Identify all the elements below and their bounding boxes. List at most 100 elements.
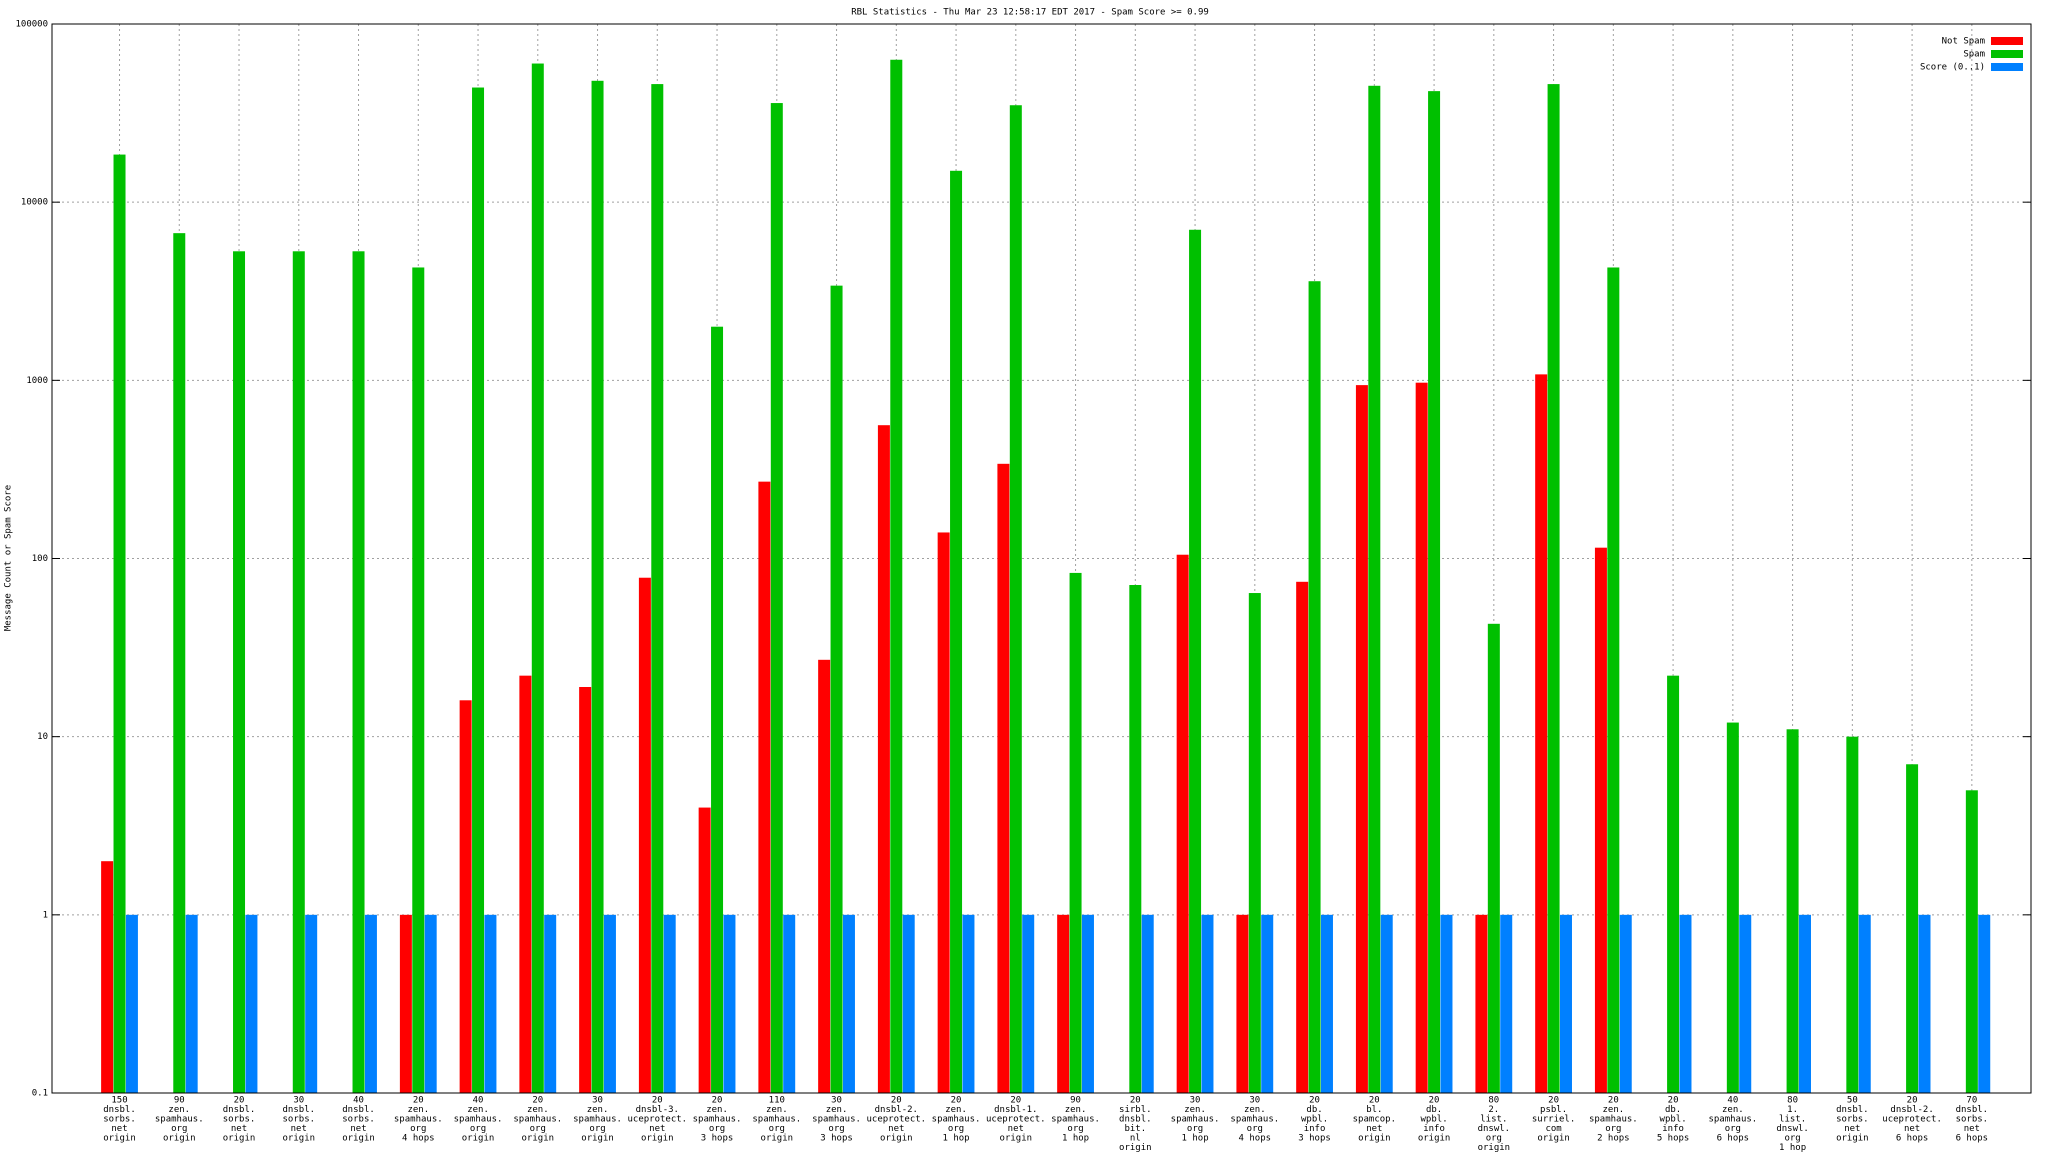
x-tick-label: uceprotect. [986,1115,1046,1125]
y-tick-label: 100 [32,554,48,564]
bar [459,700,472,1093]
y-tick-label: 1000 [26,376,48,386]
bar [698,807,711,1093]
bar [1679,914,1692,1093]
x-tick-label: uceprotect. [866,1115,926,1125]
x-tick-label: net [1008,1124,1024,1134]
x-tick-label: 20 [1010,1096,1021,1106]
x-tick-label: dnsbl-1. [994,1105,1037,1115]
x-tick-label: dnsbl. [1119,1115,1152,1125]
x-tick-label: net [1366,1124,1382,1134]
x-tick-label: spamhaus. [1230,1115,1279,1125]
bar [1619,914,1632,1093]
x-tick-label: 110 [769,1096,785,1106]
x-tick-label: list. [1779,1115,1806,1125]
x-tick-label: wpbl. [1421,1115,1448,1125]
x-tick-label: net [1844,1124,1860,1134]
bar [519,675,532,1093]
x-tick-label: origin [103,1134,136,1144]
x-tick-label: 3 hops [1298,1134,1331,1144]
x-tick-label: origin [342,1134,375,1144]
legend-swatch [1991,63,2023,71]
x-tick-label: 30 [293,1096,304,1106]
x-tick-label: 30 [831,1096,842,1106]
x-tick-label: 20 [891,1096,902,1106]
x-tick-label: 20 [413,1096,424,1106]
bar [783,914,796,1093]
x-tick-label: 30 [592,1096,603,1106]
bar [770,103,783,1093]
x-tick-label: dnsbl. [283,1105,316,1115]
x-tick-label: spamhaus. [513,1115,562,1125]
x-tick-label: zen. [1602,1105,1624,1115]
bar [1607,267,1620,1094]
x-tick-label: origin [1000,1134,1033,1144]
x-tick-label: info [1304,1124,1326,1134]
x-tick-label: org [1725,1124,1741,1134]
bar [233,251,246,1094]
bar [173,233,186,1093]
chart-title: RBL Statistics - Thu Mar 23 12:58:17 EDT… [851,8,1209,18]
x-tick-label: com [1545,1124,1561,1134]
x-tick-label: 6 hops [1956,1134,1989,1144]
bar [1308,281,1321,1094]
x-tick-label: 80 [1787,1096,1798,1106]
bar [579,687,592,1093]
x-tick-label: zen. [706,1105,728,1115]
bar [638,577,651,1093]
x-tick-label: zen. [1184,1105,1206,1115]
x-tick-label: origin [462,1134,495,1144]
x-tick-label: 20 [712,1096,723,1106]
x-tick-label: 20 [1548,1096,1559,1106]
bar [1535,374,1548,1094]
x-tick-label: spamhaus. [1171,1115,1220,1125]
bar [1189,229,1202,1094]
x-tick-label: 90 [174,1096,185,1106]
x-tick-label: wpbl. [1660,1115,1687,1125]
x-tick-label: origin [1358,1134,1391,1144]
x-tick-label: 3 hops [701,1134,734,1144]
bar [399,914,412,1093]
y-tick-label: 0.1 [32,1089,48,1099]
x-tick-label: wpbl. [1301,1115,1328,1125]
x-tick-label: zen. [1722,1105,1744,1115]
x-tick-label: spamhaus. [1051,1115,1100,1125]
x-tick-label: db. [1306,1105,1322,1115]
bar [1786,729,1799,1093]
x-tick-label: net [350,1124,366,1134]
x-tick-label: sirbl. [1119,1105,1152,1115]
x-tick-label: 50 [1847,1096,1858,1106]
x-tick-label: spamhaus. [155,1115,204,1125]
bar [818,659,831,1093]
x-tick-label: sorbs. [283,1115,316,1125]
x-tick-label: 80 [1488,1096,1499,1106]
x-tick-label: org [589,1124,605,1134]
bar [591,80,604,1094]
bar [1965,790,1978,1093]
legend-swatch [1991,37,2023,45]
bar [1846,736,1859,1093]
x-tick-label: net [231,1124,247,1134]
x-tick-label: spamhaus. [1589,1115,1638,1125]
x-tick-label: dnswl. [1478,1124,1511,1134]
x-tick-label: 20 [1130,1096,1141,1106]
x-tick-label: net [291,1124,307,1134]
bar [1296,581,1309,1093]
bar [1487,623,1500,1093]
x-tick-label: spamhaus. [693,1115,742,1125]
x-tick-label: 40 [1727,1096,1738,1106]
bar [1069,572,1082,1093]
y-tick-label: 100000 [15,20,48,30]
bar [424,914,437,1093]
x-tick-label: 1. [1787,1105,1798,1115]
x-tick-label: sorbs. [103,1115,136,1125]
x-tick-label: 2. [1488,1105,1499,1115]
x-tick-label: db. [1665,1105,1681,1115]
bar [1918,914,1931,1093]
bar [1726,722,1739,1093]
bar [484,914,497,1093]
x-tick-label: 6 hops [1896,1134,1929,1144]
x-tick-label: 2 hops [1597,1134,1630,1144]
bar [842,914,855,1093]
legend-label: Spam [1963,50,1985,60]
